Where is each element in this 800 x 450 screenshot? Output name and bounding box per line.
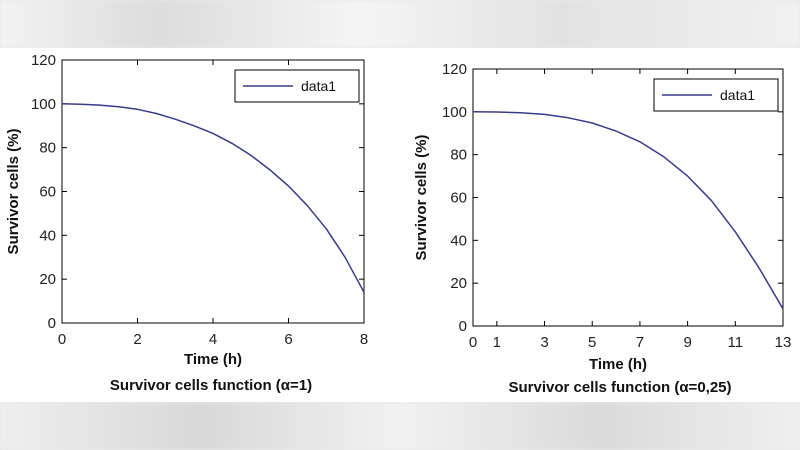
y-tick-label: 60: [39, 184, 56, 201]
x-tick-label: 7: [636, 334, 644, 351]
legend-entry-label: data1: [301, 78, 336, 94]
y-tick-label: 120: [442, 61, 467, 78]
x-tick-label: 5: [588, 334, 596, 351]
chart-caption: Survivor cells function (α=1): [110, 377, 312, 394]
y-tick-label: 80: [39, 140, 56, 157]
x-tick-label: 2: [133, 331, 141, 348]
blurred-bottom-band: [0, 402, 800, 450]
x-tick-label: 0: [469, 334, 477, 351]
x-tick-label: 0: [58, 331, 66, 348]
series-line-data1: [472, 111, 784, 310]
blurred-top-band: [0, 0, 800, 48]
y-tick-label: 40: [450, 232, 467, 249]
x-axis-label: Time (h): [589, 356, 647, 373]
y-tick-label: 20: [450, 275, 467, 292]
chart-1: 0 20 40 60 80 100 120 0 2 4 6 8 data1 Time (h) Survivo…: [5, 52, 368, 394]
y-axis-label: Survivor cells (%): [5, 129, 22, 255]
y-tick-label: 0: [48, 315, 56, 332]
x-tick-label: 11: [728, 334, 744, 351]
x-tick-label: 1: [493, 334, 501, 351]
x-tick-label: 13: [775, 334, 792, 351]
y-tick-label: 80: [450, 147, 467, 164]
series-line-data1: [61, 103, 365, 293]
x-tick-label: 3: [540, 334, 548, 351]
y-tick-label: 40: [39, 227, 56, 244]
legend: data1: [234, 69, 360, 103]
x-tick-label: 4: [209, 331, 217, 348]
y-tick-label: 100: [442, 104, 467, 121]
y-tick-label: 0: [459, 318, 467, 335]
x-tick-label: 8: [360, 331, 368, 348]
y-tick-label: 100: [31, 96, 56, 113]
legend-entry-label: data1: [720, 87, 755, 103]
y-tick-label: 20: [39, 271, 56, 288]
y-tick-label: 60: [450, 190, 467, 207]
y-tick-label: 120: [31, 52, 56, 69]
x-tick-label: 9: [683, 334, 691, 351]
x-tick-label: 6: [284, 331, 292, 348]
y-axis-label: Survivor cells (%): [413, 135, 430, 261]
figure-panel: 0 20 40 60 80 100 120 0 2 4 6 8 data1 Time (h) Survivo…: [0, 48, 800, 402]
x-axis-label: Time (h): [184, 351, 242, 368]
chart-caption: Survivor cells function (α=0,25): [508, 379, 731, 396]
legend: data1: [653, 78, 779, 112]
plot-area-frame: [61, 59, 365, 324]
